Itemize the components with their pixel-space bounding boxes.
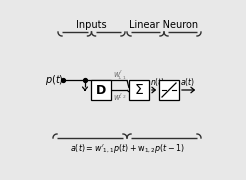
- Text: $\Sigma$: $\Sigma$: [134, 83, 144, 97]
- Text: $_{1,2}$: $_{1,2}$: [117, 93, 126, 100]
- Text: Linear Neuron: Linear Neuron: [129, 20, 199, 30]
- Text: $\mathbf{D}$: $\mathbf{D}$: [95, 84, 107, 96]
- FancyBboxPatch shape: [129, 80, 149, 100]
- Text: $w'$: $w'$: [113, 91, 123, 102]
- Text: $p(t)$: $p(t)$: [45, 73, 64, 87]
- Text: $a(t)$: $a(t)$: [180, 76, 195, 88]
- Text: $a(t) = w'_{1,1}p(t)+\mathrm{w}_{1,2}p(t-1)$: $a(t) = w'_{1,1}p(t)+\mathrm{w}_{1,2}p(t…: [70, 142, 184, 155]
- Text: $n(t)$: $n(t)$: [150, 76, 165, 88]
- FancyBboxPatch shape: [91, 80, 111, 100]
- FancyBboxPatch shape: [159, 80, 179, 100]
- Text: $w'$: $w'$: [113, 68, 123, 79]
- Text: Inputs: Inputs: [76, 20, 107, 30]
- Text: $_{1,1}$: $_{1,1}$: [117, 75, 126, 81]
